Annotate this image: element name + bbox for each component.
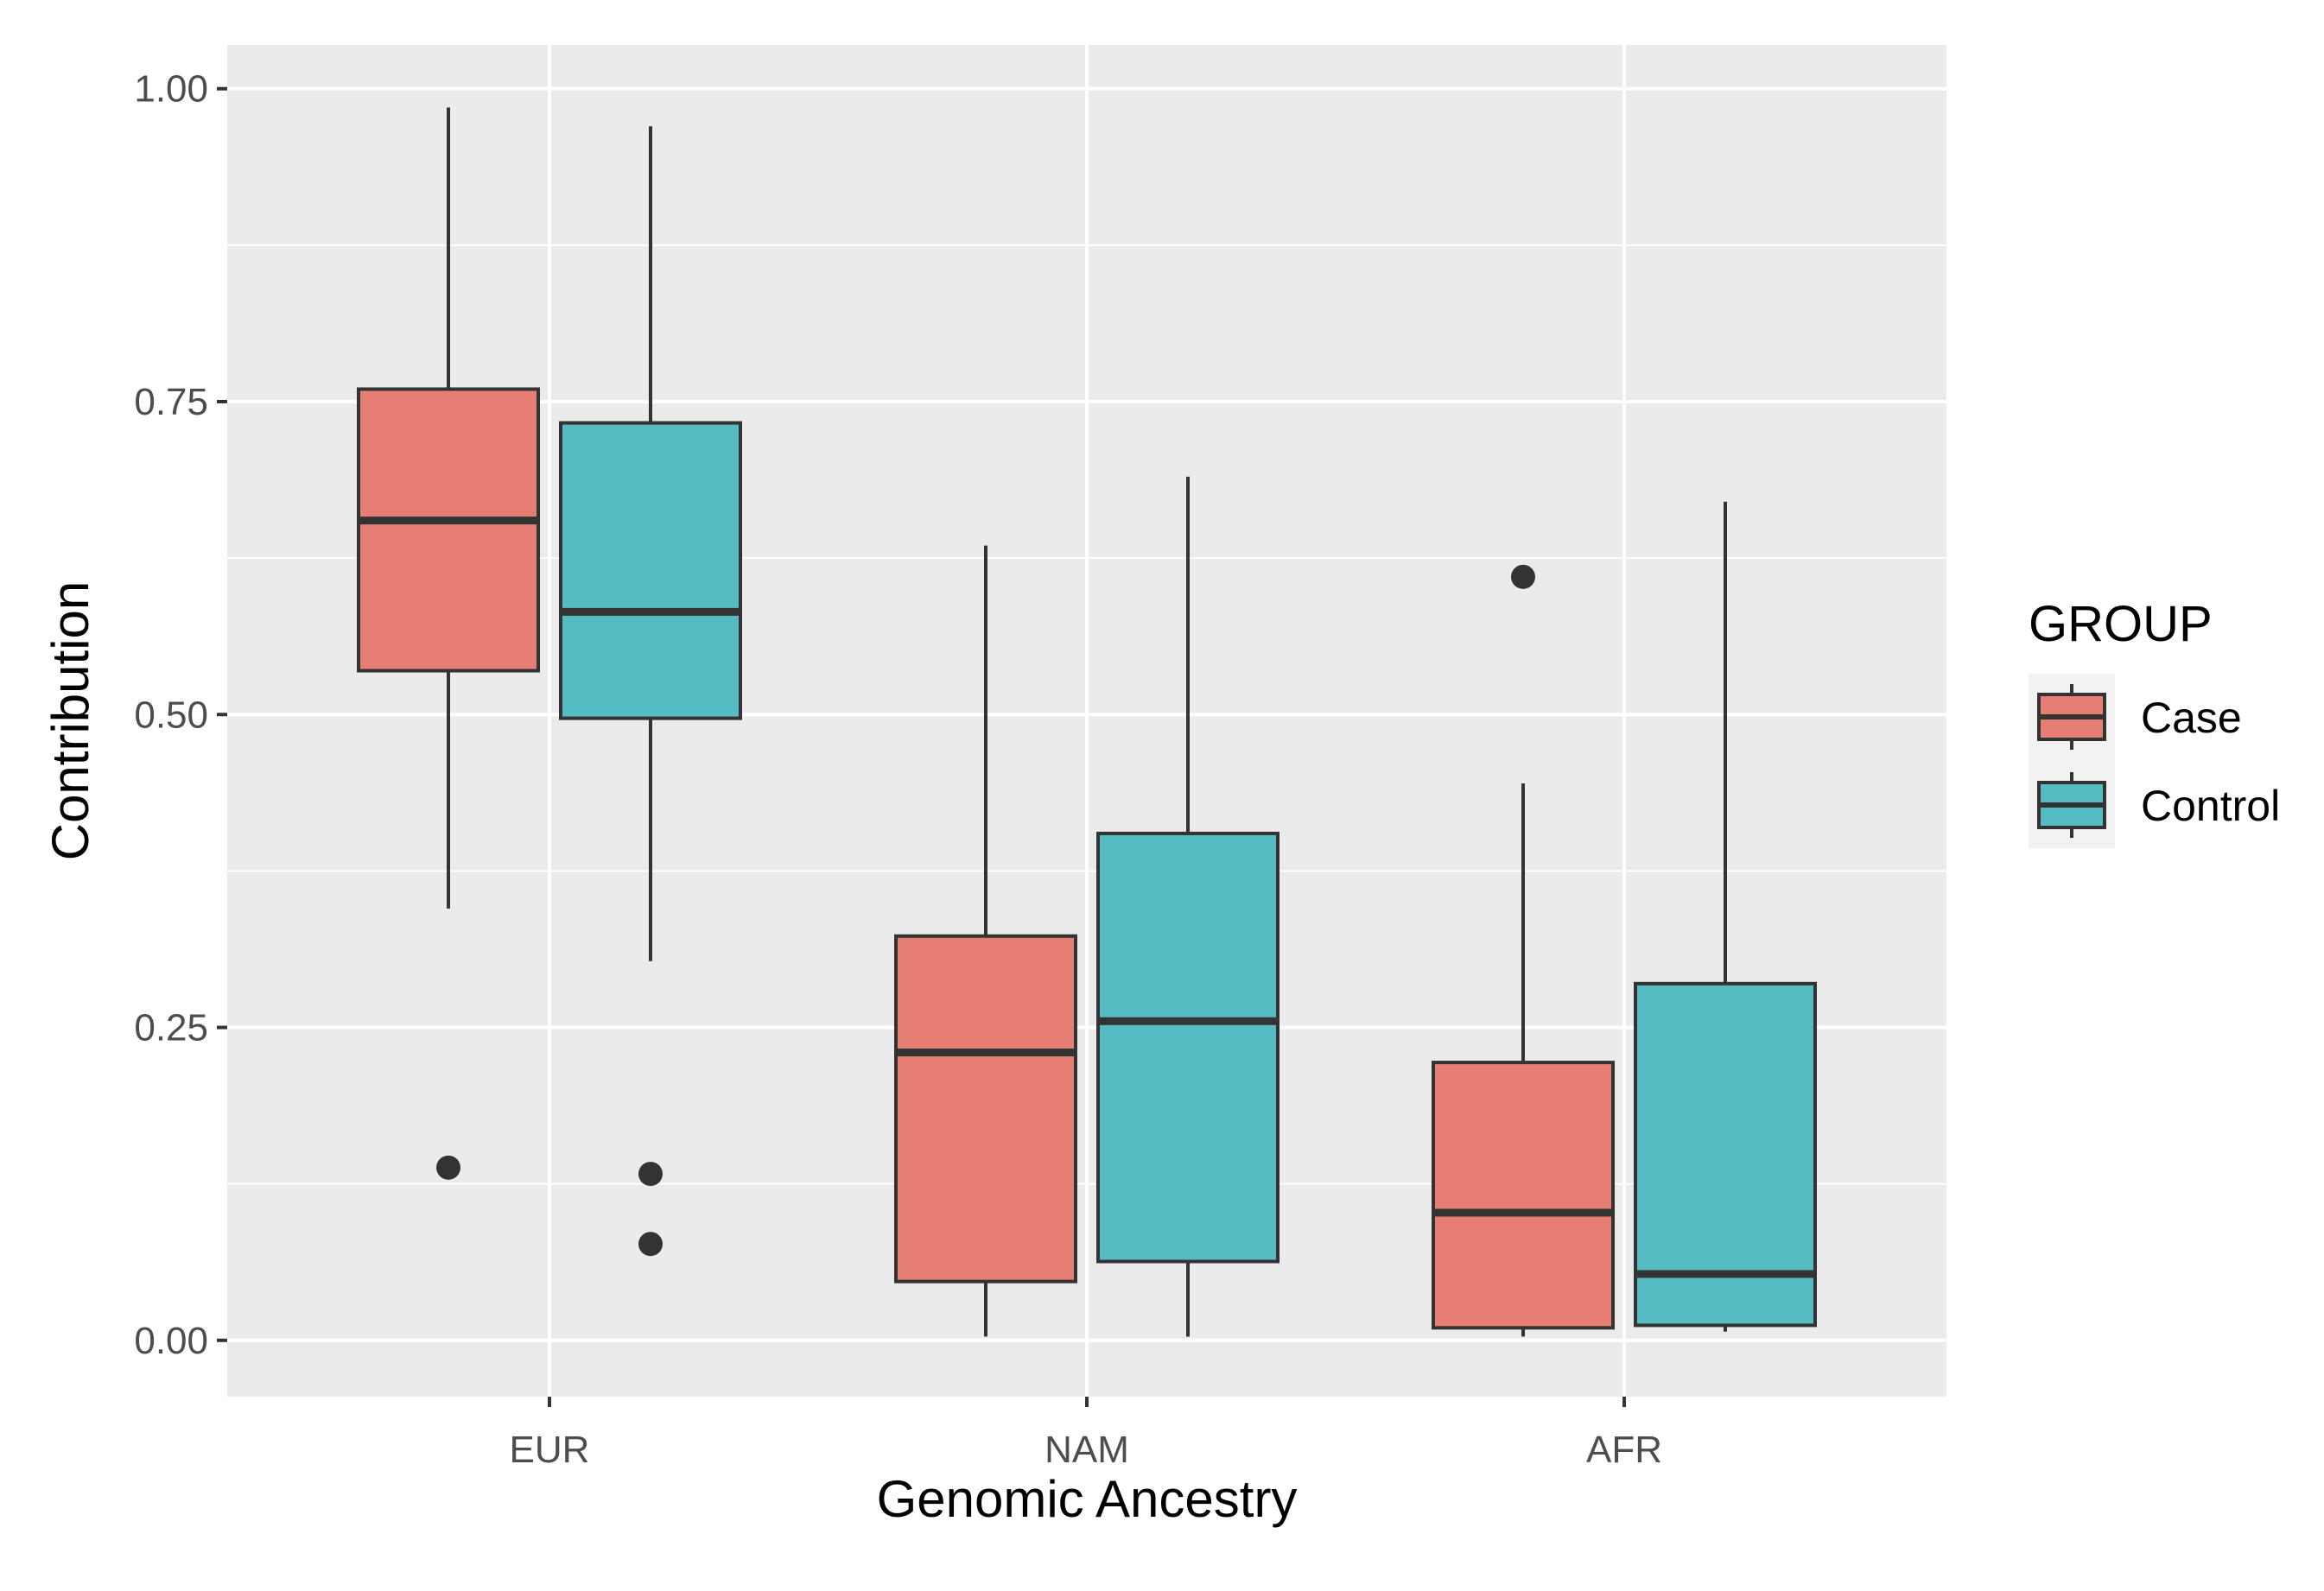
legend-entry-case: Case — [2037, 684, 2242, 750]
box-control-afr — [1634, 501, 1817, 1332]
outlier-point — [1511, 564, 1535, 589]
outlier-point — [436, 1155, 460, 1180]
box-case-eur — [357, 107, 540, 1180]
box-iqr — [1634, 981, 1817, 1328]
legend-label-case: Case — [2141, 694, 2242, 742]
x-axis-title: Genomic Ancestry — [877, 1470, 1298, 1528]
y-tick-label: 0.25 — [134, 1007, 208, 1049]
x-tick-label: EUR — [510, 1429, 590, 1471]
box-control-nam — [1096, 476, 1279, 1337]
x-axis: EUR NAM AFR — [510, 1397, 1662, 1471]
y-axis: 0.00 0.25 0.50 0.75 1.00 — [134, 68, 227, 1362]
legend-title: GROUP — [2029, 596, 2213, 652]
box-iqr — [1432, 1061, 1615, 1330]
y-tick-label: 1.00 — [134, 68, 208, 111]
box-case-afr — [1432, 564, 1615, 1337]
y-axis-title: Contribution — [41, 581, 99, 861]
box-control-eur — [559, 126, 742, 1257]
box-series-layer — [357, 107, 1817, 1337]
legend-entry-control: Control — [2037, 772, 2280, 838]
box-iqr — [1096, 831, 1279, 1264]
box-case-nam — [894, 545, 1077, 1337]
outlier-point — [638, 1232, 663, 1257]
legend-label-control: Control — [2141, 782, 2280, 830]
y-tick-label: 0.00 — [134, 1320, 208, 1362]
box-iqr — [559, 421, 742, 720]
box-iqr — [357, 387, 540, 673]
box-iqr — [894, 934, 1077, 1284]
x-tick-label: NAM — [1045, 1429, 1129, 1471]
x-tick-label: AFR — [1586, 1429, 1662, 1471]
outlier-point — [638, 1162, 663, 1187]
legend: GROUP Case Control — [2029, 596, 2280, 848]
y-tick-label: 0.50 — [134, 694, 208, 736]
y-tick-label: 0.75 — [134, 381, 208, 423]
